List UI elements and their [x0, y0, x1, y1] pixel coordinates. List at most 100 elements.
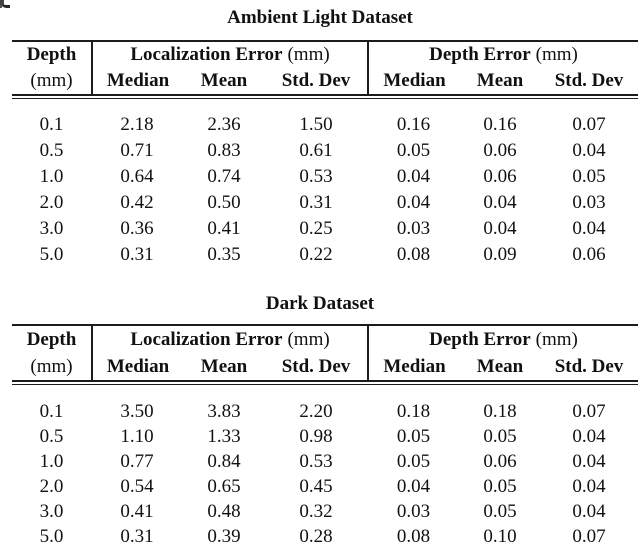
loc-mean: 1.33 [207, 425, 241, 447]
table-row: 0.5 1.10 1.33 0.98 0.05 0.05 0.04 [12, 424, 638, 449]
table-header: Depth Localization Error (mm) Depth Erro… [12, 324, 638, 380]
loc-median: 0.54 [120, 475, 154, 497]
loc-mean: 0.65 [207, 475, 241, 497]
depth-median: 0.04 [396, 475, 431, 497]
group-unit: (mm) [287, 44, 330, 65]
table-title-ambient: Ambient Light Dataset [227, 7, 413, 28]
loc-median: 3.50 [120, 400, 154, 422]
depth-median: 0.03 [396, 500, 431, 522]
loc-median: 0.64 [120, 166, 154, 187]
loc-median: 0.41 [120, 500, 154, 522]
depth-value: 3.0 [39, 500, 64, 522]
loc-std: 0.61 [299, 140, 333, 161]
loc-std: 0.98 [299, 425, 333, 447]
col-header-mean: Mean [476, 355, 524, 377]
loc-mean: 0.83 [207, 140, 241, 161]
depth-std: 0.07 [572, 525, 606, 547]
col-header-std-dev: Std. Dev [554, 355, 624, 377]
table-row: 3.0 0.41 0.48 0.32 0.03 0.05 0.04 [12, 499, 638, 524]
col-header-depth: Depth [26, 328, 77, 350]
table-dark: Depth Localization Error (mm) Depth Erro… [12, 324, 638, 549]
depth-mean: 0.05 [483, 500, 517, 522]
depth-value: 0.5 [39, 140, 64, 161]
table-body: 0.1 3.50 3.83 2.20 0.18 0.18 0.07 0.5 1.… [12, 385, 638, 549]
depth-median: 0.03 [396, 218, 431, 239]
table-header: Depth Localization Error (mm) Depth Erro… [12, 40, 638, 94]
loc-std: 0.22 [299, 244, 333, 265]
depth-mean: 0.06 [483, 140, 517, 161]
loc-std: 0.28 [299, 525, 333, 547]
loc-mean: 0.48 [207, 500, 241, 522]
depth-mean: 0.06 [483, 450, 517, 472]
depth-median: 0.05 [396, 450, 431, 472]
table-title-dark: Dark Dataset [265, 293, 375, 314]
depth-median: 0.18 [396, 400, 431, 422]
col-header-median: Median [367, 353, 460, 380]
depth-value: 0.1 [39, 400, 64, 422]
table-row: 1.0 0.77 0.84 0.53 0.05 0.06 0.04 [12, 449, 638, 474]
col-header-mean: Mean [200, 355, 248, 377]
table-row: 2.0 0.54 0.65 0.45 0.04 0.05 0.04 [12, 474, 638, 499]
loc-mean: 0.35 [207, 244, 241, 265]
group-title: Localization Error [130, 328, 283, 350]
loc-mean: 0.84 [207, 450, 241, 472]
loc-median: 1.10 [120, 425, 154, 447]
depth-std: 0.04 [572, 425, 606, 447]
col-header-median: Median [91, 68, 183, 94]
loc-mean: 3.83 [207, 400, 241, 422]
col-header-depth: Depth [26, 44, 77, 65]
loc-std: 0.53 [299, 166, 333, 187]
loc-std: 0.53 [299, 450, 333, 472]
col-header-depth-unit: (mm) [30, 70, 73, 91]
col-group-depth-error: Depth Error (mm) [367, 326, 638, 353]
depth-value: 1.0 [39, 450, 64, 472]
loc-median: 0.71 [120, 140, 154, 161]
depth-mean: 0.04 [483, 192, 517, 213]
depth-mean: 0.05 [483, 475, 517, 497]
depth-median: 0.16 [396, 114, 431, 135]
crop-artifact [0, 0, 10, 8]
loc-std: 0.45 [299, 475, 333, 497]
table-row: 0.1 3.50 3.83 2.20 0.18 0.18 0.07 [12, 399, 638, 424]
loc-std: 0.31 [299, 192, 333, 213]
table-row: 0.1 2.18 2.36 1.50 0.16 0.16 0.07 [12, 112, 638, 138]
depth-value: 0.1 [39, 114, 64, 135]
loc-mean: 0.41 [207, 218, 241, 239]
depth-std: 0.07 [572, 114, 606, 135]
depth-mean: 0.16 [483, 114, 517, 135]
double-rule [12, 380, 638, 385]
depth-mean: 0.06 [483, 166, 517, 187]
depth-mean: 0.05 [483, 425, 517, 447]
depth-median: 0.04 [396, 192, 431, 213]
loc-mean: 2.36 [207, 114, 241, 135]
table-row: 3.0 0.36 0.41 0.25 0.03 0.04 0.04 [12, 216, 638, 242]
loc-std: 1.50 [299, 114, 333, 135]
depth-std: 0.04 [572, 475, 606, 497]
depth-value: 5.0 [39, 525, 64, 547]
loc-median: 2.18 [120, 114, 154, 135]
loc-std: 0.25 [299, 218, 333, 239]
depth-value: 1.0 [39, 166, 64, 187]
col-header-std-dev: Std. Dev [281, 355, 351, 377]
loc-median: 0.36 [120, 218, 154, 239]
table-body: 0.1 2.18 2.36 1.50 0.16 0.16 0.07 0.5 0.… [12, 99, 638, 268]
loc-median: 0.77 [120, 450, 154, 472]
depth-mean: 0.18 [483, 400, 517, 422]
col-group-localization-error: Localization Error (mm) [91, 42, 367, 68]
depth-std: 0.04 [572, 218, 606, 239]
depth-std: 0.05 [572, 166, 606, 187]
table-row: 0.5 0.71 0.83 0.61 0.05 0.06 0.04 [12, 138, 638, 164]
depth-std: 0.04 [572, 140, 606, 161]
loc-mean: 0.39 [207, 525, 241, 547]
depth-median: 0.08 [396, 525, 431, 547]
crop-artifact [0, 0, 4, 5]
table-ambient-light: Depth Localization Error (mm) Depth Erro… [12, 40, 638, 268]
group-unit: (mm) [535, 44, 578, 65]
loc-std: 0.32 [299, 500, 333, 522]
loc-median: 0.31 [120, 525, 154, 547]
loc-median: 0.31 [120, 244, 154, 265]
group-title: Localization Error [130, 44, 283, 65]
col-header-median: Median [91, 353, 183, 380]
depth-mean: 0.09 [483, 244, 517, 265]
depth-std: 0.03 [572, 192, 606, 213]
